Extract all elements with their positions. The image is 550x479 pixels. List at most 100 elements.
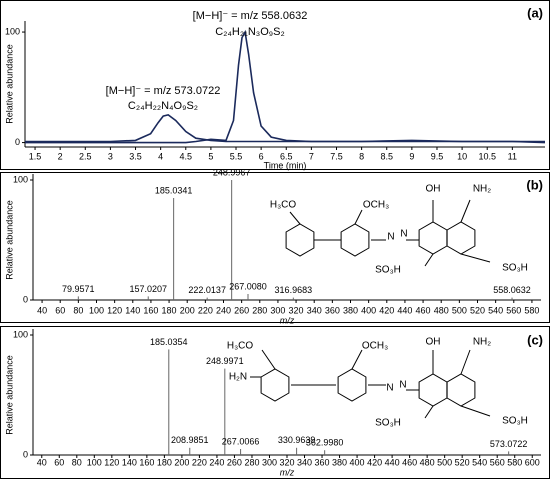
x-tick-label: 80: [73, 305, 83, 315]
x-tick-label: 320: [289, 305, 304, 315]
x-tick-label: 60: [54, 457, 64, 467]
x-tick-label: 500: [437, 457, 452, 467]
x-tick-label: 560: [506, 305, 521, 315]
x-tick-label: 2: [58, 151, 63, 161]
x-tick-label: 160: [143, 305, 158, 315]
x-tick-label: 80: [72, 457, 82, 467]
chromatogram-line: [25, 114, 545, 143]
peak-label: 222.0137: [188, 285, 226, 295]
peak-label: 267.0080: [229, 281, 267, 291]
x-tick-label: 160: [139, 457, 154, 467]
structure-label: SO₃H: [502, 263, 528, 274]
x-tick-label: 520: [470, 305, 485, 315]
x-tick-label: 7: [309, 151, 314, 161]
peak-label: 248.9971: [206, 356, 244, 366]
structure-label: H₃CO: [270, 200, 297, 211]
x-tick-label: 180: [157, 457, 172, 467]
structure-ring: [446, 221, 476, 255]
x-tick-label: 8.5: [380, 151, 393, 161]
structure-label: N: [386, 383, 393, 394]
y-axis-title: Relative abundance: [4, 200, 14, 280]
x-tick-label: 580: [524, 305, 539, 315]
x-tick-label: 600: [525, 457, 540, 467]
structure-label: H₂N: [229, 372, 247, 383]
x-tick-label: 380: [332, 457, 347, 467]
y-axis-title: Relative abundance: [4, 355, 14, 435]
structure-label: OH: [426, 184, 441, 195]
x-tick-label: 480: [434, 305, 449, 315]
y-tick-label: 0: [15, 137, 20, 147]
x-tick-label: 40: [37, 457, 47, 467]
x-tick-label: 260: [227, 457, 242, 467]
x-tick-label: 520: [455, 457, 470, 467]
structure-bond: [460, 253, 491, 263]
x-tick-label: 360: [315, 457, 330, 467]
structure-label: N: [399, 380, 406, 391]
y-axis-title: Relative abundance: [4, 44, 14, 124]
x-tick-label: 280: [252, 305, 267, 315]
annotation: [M−H]⁻ = m/z 573.0722: [106, 85, 221, 97]
x-tick-label: 500: [452, 305, 467, 315]
x-tick-label: 360: [325, 305, 340, 315]
x-tick-label: 4.5: [180, 151, 193, 161]
peak-label: 316.9683: [275, 285, 313, 295]
structure-bond: [354, 209, 363, 225]
structure-ring: [418, 221, 448, 255]
x-tick-label: 4: [158, 151, 163, 161]
x-tick-label: 220: [198, 305, 213, 315]
x-tick-label: 180: [162, 305, 177, 315]
x-tick-label: 200: [180, 305, 195, 315]
x-tick-label: 100: [89, 305, 104, 315]
structure-ring: [340, 223, 370, 257]
x-tick-label: 340: [307, 305, 322, 315]
annotation: C₂₄H₂₂N₄O₉S₂: [128, 100, 198, 112]
x-tick-label: 280: [244, 457, 259, 467]
x-tick-label: 540: [472, 457, 487, 467]
x-tick-label: 2.5: [79, 151, 92, 161]
x-tick-label: 120: [107, 305, 122, 315]
peak-label: 208.9851: [171, 435, 209, 445]
x-axis-title: Time (min): [264, 160, 307, 170]
x-tick-label: 240: [209, 457, 224, 467]
x-tick-label: 100: [87, 457, 102, 467]
peak-label: 185.0354: [150, 337, 188, 347]
x-tick-label: 200: [174, 457, 189, 467]
x-tick-label: 380: [343, 305, 358, 315]
x-tick-label: 540: [488, 305, 503, 315]
x-tick-label: 580: [507, 457, 522, 467]
x-tick-label: 140: [122, 457, 137, 467]
chromatogram-line: [25, 29, 546, 144]
x-tick-label: 9.5: [431, 151, 444, 161]
x-tick-label: 240: [216, 305, 231, 315]
peak-label: 573.0722: [490, 439, 528, 449]
y-tick-label: 0: [23, 449, 28, 459]
x-tick-label: 9: [409, 151, 414, 161]
x-tick-label: 11: [508, 151, 517, 161]
structure-bond: [460, 199, 471, 223]
x-tick-label: 440: [397, 305, 412, 315]
structure-ring: [418, 373, 448, 407]
structure-label: SO₃H: [375, 265, 401, 276]
x-tick-label: 420: [379, 305, 394, 315]
x-tick-label: 1.5: [29, 151, 42, 161]
structure-label: OH: [426, 337, 441, 348]
structure-ring: [337, 368, 367, 402]
y-tick-label: 100: [13, 329, 28, 339]
x-tick-label: 6.5: [280, 151, 293, 161]
structure-label: SO₃H: [375, 418, 401, 429]
x-axis-title: m/z: [280, 315, 295, 325]
structure-bond: [424, 405, 434, 419]
peak-label: 157.0207: [129, 284, 167, 294]
structure-label: NH₂: [473, 337, 491, 348]
structure-bond: [460, 349, 471, 375]
structure-ring: [285, 223, 315, 257]
x-tick-label: 6: [259, 151, 264, 161]
x-tick-label: 340: [297, 457, 312, 467]
x-tick-label: 140: [125, 305, 140, 315]
x-tick-label: 7.5: [330, 151, 343, 161]
peak-label: 330.9639: [278, 435, 316, 445]
x-tick-label: 10.5: [478, 151, 496, 161]
x-tick-label: 3: [108, 151, 113, 161]
structure-label: N: [400, 229, 407, 240]
